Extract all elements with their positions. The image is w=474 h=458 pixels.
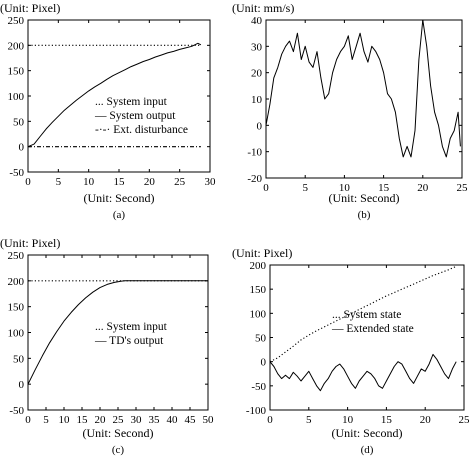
x-tick-label: 45: [185, 414, 197, 426]
unit-label: (Unit: Pixel): [0, 1, 60, 15]
panel-caption: (d): [361, 444, 374, 456]
x-tick-label: 10: [83, 176, 95, 188]
y-tick-label: 40: [251, 15, 263, 27]
x-tick-label: 15: [77, 414, 89, 426]
y-tick-label: 20: [251, 68, 263, 80]
x-tick-label: 0: [267, 414, 273, 426]
legend-entry: — Extended state: [331, 323, 414, 335]
x-tick-label: 0: [25, 414, 31, 426]
x-tick-label: 15: [381, 414, 393, 426]
y-tick-label: 50: [255, 333, 267, 345]
unit-label: (Unit: Pixel): [232, 246, 292, 260]
unit-label: (Unit: Pixel): [0, 236, 60, 250]
y-tick-label: 150: [8, 302, 25, 314]
legend-entry: -·-· Ext. disturbance: [95, 124, 188, 136]
legend-entry: ... System input: [95, 321, 168, 333]
x-tick-label: 10: [59, 414, 71, 426]
panel-b: 0 5 10 15 20 25 -20 -10 0 10 20 30 40(Unit: mm/s) (Un…: [232, 1, 468, 221]
panel-caption: (a): [113, 209, 126, 221]
x-tick-label: 30: [205, 176, 217, 188]
x-tick-label: 40: [167, 414, 179, 426]
y-tick-label: -20: [247, 173, 262, 185]
x-axis-label: (Unit: Second): [83, 426, 154, 440]
y-tick-label: 0: [19, 142, 25, 154]
y-tick-label: 0: [19, 379, 25, 391]
x-tick-label: 50: [203, 414, 215, 426]
x-tick-label: 15: [114, 176, 126, 188]
series-1-line: [269, 353, 457, 392]
y-tick-label: 150: [8, 66, 25, 78]
y-tick-label: 100: [8, 328, 25, 340]
panel-caption: (c): [112, 444, 125, 456]
panel-d: 0 5 10 15 20 25 -100 -50 0 50 100 150 200 ... System …: [232, 246, 470, 456]
legend-entry: ... System input: [95, 96, 168, 108]
y-tick-label: 200: [8, 40, 25, 52]
y-tick-label: 50: [13, 116, 25, 128]
y-tick-label: -50: [251, 381, 266, 393]
y-tick-label: -10: [247, 147, 262, 159]
legend-entry: ... System state: [332, 309, 401, 321]
x-tick-label: 5: [56, 176, 62, 188]
y-tick-label: 200: [250, 260, 267, 272]
series-1-line: [27, 280, 208, 385]
x-tick-label: 5: [306, 414, 312, 426]
legend-entry: — System output: [94, 110, 176, 122]
x-axis-label: (Unit: Second): [332, 426, 403, 440]
x-tick-label: 15: [378, 182, 390, 194]
x-tick-label: 20: [144, 176, 156, 188]
x-tick-label: 25: [459, 414, 471, 426]
x-tick-label: 0: [263, 182, 269, 194]
x-tick-label: 20: [420, 414, 432, 426]
unit-label: (Unit: mm/s): [232, 1, 294, 15]
plot-frame: [269, 264, 465, 411]
y-tick-label: 50: [13, 353, 25, 365]
x-tick-label: 25: [457, 182, 469, 194]
x-tick-label: 35: [149, 414, 161, 426]
y-tick-label: 100: [8, 91, 25, 103]
y-tick-label: 10: [251, 94, 263, 106]
series-0-line: [269, 265, 457, 363]
x-tick-label: 20: [417, 182, 429, 194]
y-tick-label: 250: [8, 15, 25, 27]
y-tick-label: 200: [8, 276, 25, 288]
series-1-line: [27, 42, 202, 148]
x-tick-label: 10: [339, 182, 351, 194]
x-tick-label: 0: [25, 176, 31, 188]
y-tick-label: -50: [9, 405, 24, 417]
y-tick-label: 30: [251, 41, 263, 53]
legend-entry: — TD's output: [94, 335, 164, 347]
y-tick-label: 0: [261, 357, 267, 369]
series-0-line: [265, 19, 461, 158]
y-tick-label: 0: [257, 120, 263, 132]
panel-caption: (b): [358, 209, 371, 221]
y-tick-label: 250: [8, 250, 25, 262]
y-tick-label: 100: [250, 308, 267, 320]
x-tick-label: 25: [113, 414, 125, 426]
x-tick-label: 30: [131, 414, 143, 426]
x-axis-label: (Unit: Second): [84, 191, 155, 205]
panel-c: 0 5 10 15 20 25 30 35 40 45 50-50050100150200250..…: [0, 236, 214, 456]
x-tick-label: 25: [174, 176, 186, 188]
y-tick-label: -100: [246, 405, 267, 417]
x-axis-label: (Unit: Second): [329, 191, 400, 205]
x-tick-label: 20: [95, 414, 107, 426]
y-tick-label: -50: [9, 167, 24, 179]
y-tick-label: 150: [250, 284, 267, 296]
x-tick-label: 5: [43, 414, 49, 426]
x-tick-label: 5: [302, 182, 308, 194]
x-tick-label: 10: [342, 414, 354, 426]
